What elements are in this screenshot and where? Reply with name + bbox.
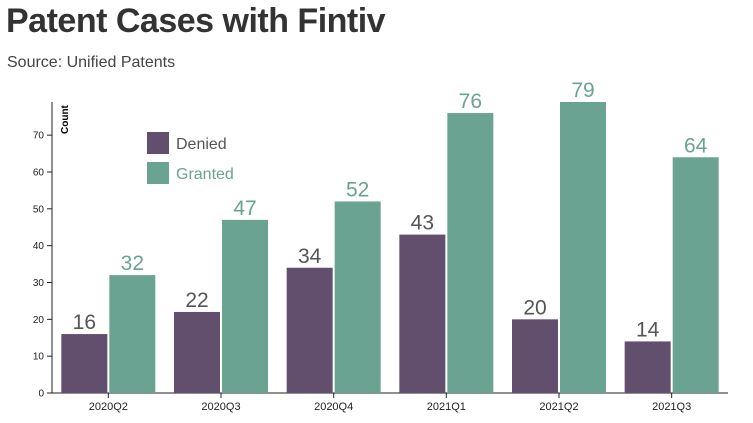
data-label: 32 (121, 252, 144, 275)
y-tick-label: 0 (38, 389, 44, 400)
data-label: 16 (73, 311, 96, 334)
bar-granted (673, 157, 719, 393)
y-tick-label: 60 (33, 167, 45, 178)
data-label: 43 (411, 212, 434, 235)
x-tick-label: 2020Q4 (314, 401, 353, 413)
y-tick-label: 20 (33, 315, 45, 326)
y-tick-label: 10 (33, 352, 45, 363)
legend-label-denied: Denied (176, 136, 227, 153)
bar-denied (512, 319, 558, 393)
x-axis: 2020Q2 2020Q3 2020Q4 2021Q1 2021Q2 2021Q3 (52, 393, 728, 413)
y-axis: 0 10 20 30 40 50 60 70 (33, 102, 52, 400)
data-label: 14 (636, 318, 660, 341)
bar-denied (174, 312, 220, 393)
legend-swatch-denied (147, 132, 169, 154)
x-tick-label: 2021Q2 (539, 401, 578, 413)
x-tick-label: 2021Q3 (652, 401, 691, 413)
x-tick-label: 2021Q1 (427, 401, 466, 413)
data-label: 22 (185, 289, 208, 312)
data-label: 76 (459, 90, 482, 113)
y-tick-label: 40 (33, 241, 45, 252)
y-tick-label: 70 (33, 131, 45, 142)
bar-denied (399, 235, 445, 393)
x-tick-label: 2020Q2 (89, 401, 128, 413)
data-label: 34 (298, 245, 322, 268)
bar-granted (560, 102, 606, 393)
data-label: 47 (233, 197, 256, 220)
bar-granted (447, 113, 493, 393)
bar-denied (287, 268, 333, 393)
data-label: 52 (346, 178, 369, 201)
data-label: 64 (684, 134, 708, 157)
data-labels: 16 32 22 47 34 52 43 76 20 79 14 64 (73, 79, 708, 341)
bar-granted (109, 275, 155, 393)
bar-granted (222, 220, 268, 393)
y-tick-label: 30 (33, 278, 45, 289)
y-tick-label: 50 (33, 204, 45, 215)
data-label: 79 (571, 79, 594, 102)
legend-label-granted: Granted (176, 166, 234, 183)
x-tick-label: 2020Q3 (201, 401, 240, 413)
data-label: 20 (523, 296, 546, 319)
legend: Denied Granted (147, 132, 234, 184)
bar-denied (625, 341, 671, 393)
y-axis-title: Count (60, 104, 71, 134)
legend-swatch-granted (147, 162, 169, 184)
bar-granted (335, 201, 381, 393)
bar-denied (61, 334, 107, 393)
